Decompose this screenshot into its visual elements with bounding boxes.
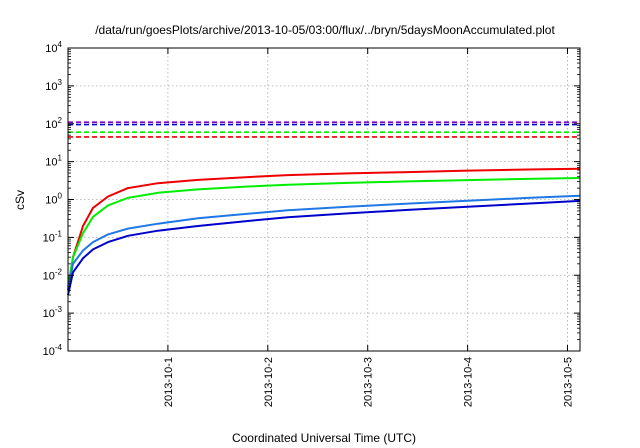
- x-axis-label: Coordinated Universal Time (UTC): [232, 431, 416, 445]
- ticks: [68, 47, 580, 352]
- y-tick-label: 101: [45, 154, 62, 169]
- y-tick-label: 100: [45, 192, 62, 207]
- y-tick-label: 104: [45, 40, 62, 55]
- x-tick-label: 2013-10-5: [563, 357, 575, 407]
- chart-title: /data/run/goesPlots/archive/2013-10-05/0…: [95, 23, 555, 37]
- series-layer: [67, 121, 581, 296]
- y-tick-labels: 10-4 10-3 10-2 10-1 100 101 102 103 104: [43, 40, 63, 358]
- grid: [68, 48, 580, 351]
- x-tick-label: 2013-10-2: [263, 357, 275, 407]
- x-tick-labels: 2013-10-1 2013-10-2 2013-10-3 2013-10-4 2013…: [163, 357, 575, 407]
- y-tick-label: 10-1: [43, 229, 63, 244]
- y-tick-label: 103: [45, 78, 62, 93]
- y-tick-label: 10-4: [43, 343, 63, 358]
- x-tick-label: 2013-10-1: [163, 357, 175, 407]
- y-tick-label: 10-3: [43, 305, 63, 320]
- series-line-2: [67, 177, 581, 287]
- y-tick-label: 102: [45, 116, 62, 131]
- y-axis-label: cSv: [13, 190, 27, 210]
- x-tick-label: 2013-10-3: [363, 357, 375, 407]
- series-line-4: [67, 199, 581, 296]
- series-line-3: [67, 194, 581, 291]
- series-line-1: [67, 167, 581, 291]
- x-tick-label: 2013-10-4: [463, 357, 475, 407]
- y-tick-label: 10-2: [43, 267, 63, 282]
